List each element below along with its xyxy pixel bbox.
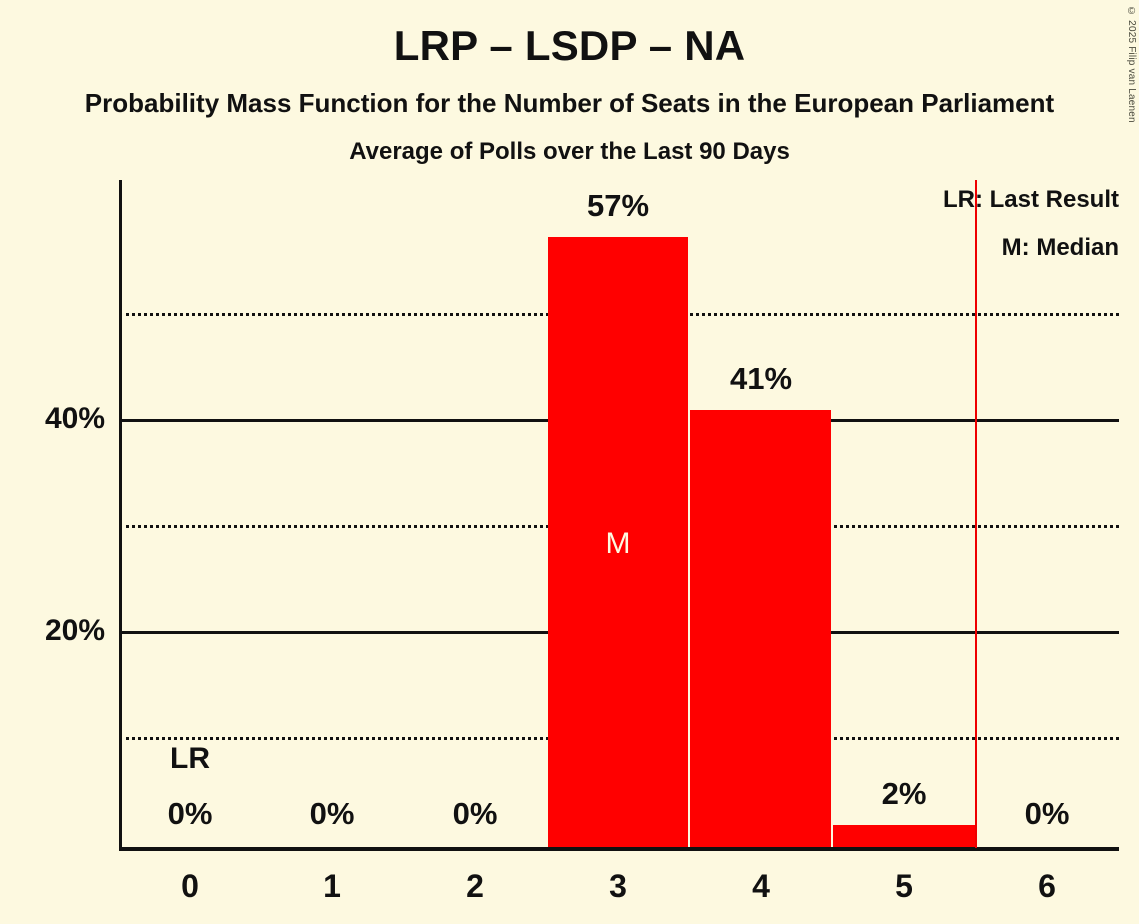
y-axis-line	[119, 180, 122, 850]
x-tick-label-5: 5	[895, 868, 913, 904]
last-result-line	[975, 180, 977, 848]
value-label-category-1: 0%	[309, 796, 355, 831]
last-result-marker: LR	[170, 742, 210, 775]
legend-last-result: LR: Last Result	[942, 186, 1119, 213]
bar-separator-4-5	[831, 825, 833, 847]
value-label-category-4: 41%	[729, 361, 793, 396]
x-tick-label-0: 0	[181, 868, 199, 904]
bar-category-3[interactable]	[548, 237, 688, 847]
y-tick-label-20: 20%	[44, 614, 105, 647]
value-label-category-5: 2%	[881, 776, 927, 811]
legend-median: M: Median	[1001, 234, 1119, 261]
x-tick-label-3: 3	[609, 868, 627, 904]
median-marker: M	[605, 527, 631, 560]
chart-subtitle-secondary: Average of Polls over the Last 90 Days	[349, 138, 790, 165]
bar-category-4[interactable]	[690, 410, 831, 847]
bar-category-5[interactable]	[833, 825, 975, 847]
value-label-category-6: 0%	[1024, 796, 1070, 831]
value-label-category-0: 0%	[167, 796, 213, 831]
y-tick-label-40: 40%	[44, 402, 105, 435]
value-label-category-2: 0%	[452, 796, 498, 831]
x-tick-label-6: 6	[1038, 868, 1056, 904]
chart-title: LRP – LSDP – NA	[393, 22, 746, 69]
x-tick-label-1: 1	[323, 868, 341, 904]
x-tick-label-4: 4	[752, 868, 770, 904]
x-axis-line	[119, 847, 1119, 851]
value-label-category-3: 57%	[586, 188, 650, 223]
bar-separator-3-4	[688, 410, 690, 847]
chart-subtitle-primary: Probability Mass Function for the Number…	[84, 88, 1055, 118]
x-tick-label-2: 2	[466, 868, 484, 904]
copyright-notice: © 2025 Filip van Laenen	[1126, 6, 1137, 123]
